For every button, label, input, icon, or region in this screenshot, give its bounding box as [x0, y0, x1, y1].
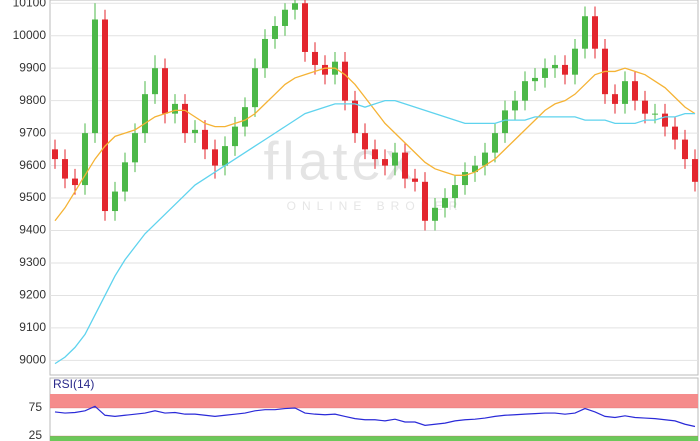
candle-body — [592, 16, 598, 49]
y-tick-label: 9900 — [19, 60, 46, 74]
candle-body — [82, 133, 88, 186]
candle-body — [312, 51, 318, 65]
candle-body — [432, 207, 438, 221]
main-panel — [49, 0, 699, 376]
candle-body — [402, 152, 408, 179]
moving-average-line — [54, 67, 696, 222]
candle-body — [282, 9, 288, 26]
candle-body — [222, 146, 228, 166]
candle-body — [92, 19, 98, 134]
main-plot: flatex ONLINE BROKER — [50, 0, 698, 365]
candle-body — [652, 113, 658, 115]
candle-body — [422, 181, 428, 221]
candle-body — [112, 191, 118, 212]
y-tick-label: 9000 — [19, 353, 46, 367]
candle-body — [232, 126, 238, 147]
candle-body — [632, 81, 638, 101]
watermark-tagline: ONLINE BROKER — [287, 199, 464, 213]
candle-body — [482, 152, 488, 166]
rsi-band — [50, 394, 698, 408]
candle-body — [552, 64, 558, 69]
candle-body — [252, 68, 258, 108]
moving-average-line — [54, 100, 695, 365]
candle-body — [352, 100, 358, 134]
candle-body — [122, 162, 128, 192]
candle-body — [142, 94, 148, 134]
candle-body — [662, 113, 668, 127]
y-tick-label: 9600 — [19, 158, 46, 172]
candle-body — [72, 178, 78, 186]
candle-body — [682, 139, 688, 160]
candle-body — [152, 68, 158, 95]
y-tick-label: 9500 — [19, 190, 46, 204]
candle-body — [522, 81, 528, 101]
candle-body — [392, 152, 398, 166]
candle-body — [292, 3, 298, 10]
y-tick-label: 75 — [29, 400, 43, 414]
candle-body — [582, 16, 588, 49]
candle-body — [202, 129, 208, 150]
y-tick-label: 10100 — [13, 0, 47, 9]
candle-body — [472, 165, 478, 173]
candle-body — [452, 185, 458, 199]
candle-body — [622, 81, 628, 104]
candle-body — [562, 64, 568, 75]
y-tick-label: 9300 — [19, 255, 46, 269]
candle-body — [182, 103, 188, 134]
labels: RSI(14) 9000 9100 9200 9300 9400 9500 9600 9700… — [13, 0, 95, 441]
candle-body — [362, 133, 368, 150]
candle-body — [242, 107, 248, 127]
rsi-panel — [49, 377, 699, 441]
candle-body — [302, 3, 308, 52]
y-tick-label: 9400 — [19, 223, 46, 237]
rsi-line — [54, 405, 696, 428]
y-tick-label: 9700 — [19, 125, 46, 139]
candle-body — [162, 68, 168, 114]
candle-body — [612, 94, 618, 104]
candle-body — [212, 149, 218, 166]
candle-body — [62, 159, 68, 179]
candle-body — [192, 129, 198, 134]
candle-body — [542, 68, 548, 78]
candle-body — [442, 198, 448, 208]
rsi-title: RSI(14) — [53, 377, 94, 391]
candle-body — [372, 149, 378, 160]
y-tick-label: 9200 — [19, 288, 46, 302]
candle-body — [322, 64, 328, 75]
y-tick-label: 9100 — [19, 320, 46, 334]
candle-body — [462, 172, 468, 186]
rsi-band — [50, 436, 698, 441]
candle-body — [672, 126, 678, 140]
candle-body — [692, 159, 698, 182]
candle-body — [132, 133, 138, 163]
rsi-plot — [50, 394, 698, 441]
y-tick-label: 10000 — [13, 28, 47, 42]
candle-body — [512, 100, 518, 111]
candle-body — [272, 25, 278, 39]
candle-body — [102, 19, 108, 212]
candle-body — [642, 100, 648, 114]
y-tick-label: 25 — [29, 428, 43, 441]
candle-body — [262, 38, 268, 69]
candle-body — [502, 110, 508, 134]
candle-body — [342, 61, 348, 101]
candle-body — [172, 103, 178, 114]
candle-body — [572, 48, 578, 75]
candle-body — [532, 77, 538, 82]
y-tick-label: 9800 — [19, 93, 46, 107]
candle-body — [412, 178, 418, 182]
candle-body — [492, 133, 498, 153]
candle-body — [52, 149, 58, 160]
candle-body — [382, 159, 388, 166]
